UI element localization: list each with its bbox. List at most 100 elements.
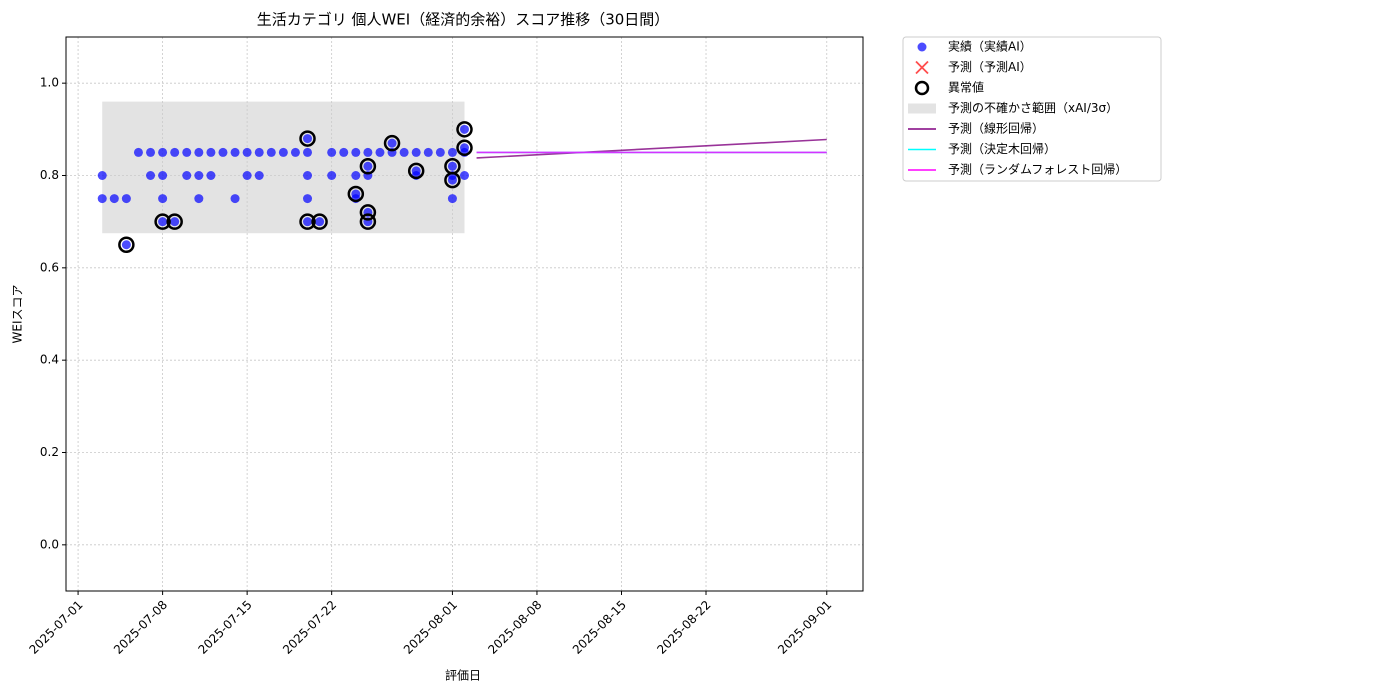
actual-point [303,134,313,144]
actual-point [254,171,264,180]
actual-point [363,147,373,157]
y-tick-label: 0.4 [40,353,59,367]
anomaly-marker [383,134,401,152]
actual-point [230,194,240,204]
actual-point [303,194,313,204]
actual-point [315,217,325,227]
actual-point [170,147,180,157]
y-tick-label: 0.8 [40,168,59,182]
legend-label: 予測（決定木回帰） [948,141,1056,156]
actual-point [411,166,421,176]
actual-point [230,147,240,157]
actual-point [435,147,445,157]
x-tick-label: 2025-08-08 [485,598,544,657]
actual-point [97,171,107,180]
actual-point [242,147,252,157]
actual-point [363,161,373,171]
actual-point [327,147,337,157]
actual-point [278,147,288,157]
x-tick-label: 2025-09-01 [775,598,834,657]
x-tick-label: 2025-08-22 [654,598,713,657]
actual-point [109,194,119,204]
actual-point [351,189,361,199]
legend-swatch [914,80,930,96]
legend-label: 予測（予測AI） [948,60,1032,74]
actual-point [206,171,216,180]
legend-swatch [908,103,936,114]
anomaly-marker [456,121,473,138]
anomaly-marker [456,139,473,157]
anomaly-marker [359,213,377,230]
actual-point [121,240,131,250]
actual-point [327,171,337,180]
actual-point [399,147,409,157]
actual-point [447,175,457,185]
x-tick-label: 2025-07-15 [196,598,255,657]
chart-title: 生活カテゴリ 個人WEI（経済的余裕）スコア推移（30日間） [257,11,670,29]
actual-point [460,124,469,134]
actual-point [303,217,313,227]
actual-point [266,147,276,157]
actual-point [121,194,131,204]
anomaly-marker [166,213,183,230]
actual-point [218,147,228,157]
legend-label: 予測の不確かさ範囲（xAI/3σ） [948,100,1118,115]
actual-point [97,194,107,204]
actual-point [133,147,143,157]
actual-point [411,147,421,157]
legend-label: 実績（実績AI） [948,39,1032,54]
x-tick-label: 2025-08-01 [401,598,460,657]
actual-point [206,147,216,157]
legend-label: 異常値 [948,80,984,95]
y-tick-label: 0.0 [40,537,59,551]
legend-label: 予測（線形回帰） [948,121,1044,136]
anomaly-marker [311,213,328,230]
x-tick-label: 2025-07-08 [111,598,170,657]
actual-point [447,194,457,204]
actual-point [194,194,204,204]
actual-point [290,147,300,157]
forecast-line [476,138,827,159]
legend-swatch [917,42,927,52]
actual-point [170,217,180,227]
anomaly-marker [118,236,135,253]
actual-point [460,143,469,153]
y-tick-label: 0.6 [40,260,59,274]
x-tick-label: 2025-07-01 [26,598,85,657]
actual-point [303,171,313,180]
actual-point [182,171,192,180]
actual-point [242,171,252,180]
y-axis-label: WEIスコア [11,285,25,344]
actual-point [339,147,349,157]
actual-point [447,147,457,157]
anomaly-marker [154,213,171,230]
actual-point [182,147,192,157]
actual-point [447,161,457,171]
anomaly-marker [299,130,316,147]
y-tick-label: 0.2 [40,445,59,459]
x-axis-label: 評価日 [445,668,481,683]
actual-point [158,217,168,227]
y-tick-label: 1.0 [40,76,59,90]
actual-point [158,171,168,180]
actual-point [351,147,361,157]
uncertainty-band [102,101,465,234]
actual-point [423,147,433,157]
actual-point [194,147,204,157]
anomaly-marker [359,158,377,175]
actual-point [387,138,397,148]
x-tick-label: 2025-07-22 [280,598,339,657]
actual-point [158,147,168,157]
actual-point [194,171,204,180]
actual-point [460,171,469,180]
anomaly-marker [407,162,425,180]
actual-point [303,147,313,157]
actual-point [351,171,361,180]
actual-point [146,171,156,180]
anomaly-marker [359,204,377,221]
legend-swatch [915,60,929,75]
legend-label: 予測（ランダムフォレスト回帰） [948,162,1127,177]
actual-point [254,147,264,157]
anomaly-marker [444,158,461,175]
actual-point [158,194,168,204]
